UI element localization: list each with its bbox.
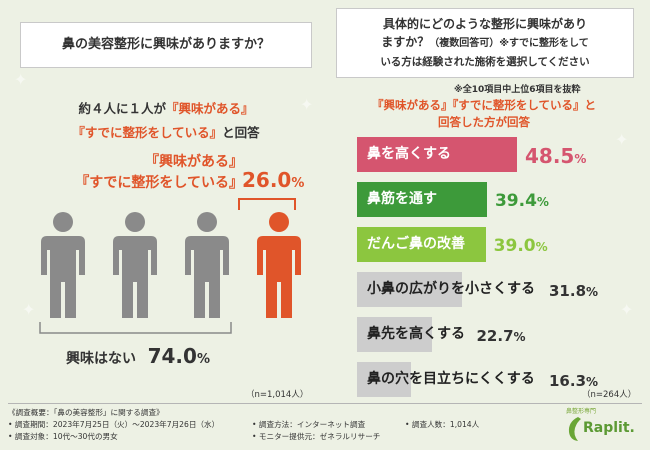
footer-monitor: • モニター提供元：ゼネラルリサーチ	[252, 432, 381, 441]
person-icon	[185, 212, 229, 318]
bar-value-label: 31.8%	[549, 282, 599, 300]
no-interest-value: 74.0	[147, 344, 197, 368]
footer-overview: 《調査概要：「鼻の美容整形」に関する調査》	[8, 408, 164, 417]
left-summary: 約４人に１人が『興味がある』 『すでに整形をしている』と回答	[20, 97, 312, 145]
footer-target: • 調査対象：10代〜30代の男女	[8, 432, 118, 441]
person-highlight-icon	[257, 212, 301, 318]
highlight-bracket	[238, 198, 296, 210]
bar-value-label: 22.7%	[476, 327, 526, 345]
bar	[357, 317, 432, 352]
footer-period: • 調査期間：2023年7月25日（火）〜2023年7月26日（水）	[8, 420, 220, 429]
highlight-value: 26.0%	[242, 168, 304, 192]
logo-leaf-icon	[568, 417, 581, 441]
right-question-line3: いる方は経験された施術を選択してください	[380, 56, 590, 68]
sparkle-icon: ✦	[14, 70, 28, 89]
right-question-line1: 具体的にどのような整形に興味があり	[382, 17, 587, 31]
right-note: ※全10項目中上位6項目を抜粋	[454, 85, 581, 95]
sparkle-icon: ✦	[300, 95, 314, 114]
left-n-note: （n=1,014人）	[246, 390, 309, 400]
summary-quote-already: 『すでに整形をしている』	[72, 125, 223, 140]
bar	[357, 182, 487, 217]
summary-quote-interest: 『興味がある』	[166, 101, 254, 116]
bar	[357, 227, 486, 262]
logo-tagline: 鼻整形専門	[566, 408, 597, 415]
bar-category-label: 鼻筋を通す	[367, 191, 437, 207]
no-interest-bracket	[39, 322, 232, 334]
logo-name: Raplit.	[583, 420, 635, 436]
summary-suffix: と回答	[222, 125, 260, 140]
sparkle-icon: ✦	[615, 130, 629, 149]
right-question-line2-small: （複数回答可）※すでに整形をして	[429, 38, 589, 49]
right-subtitle: 『興味がある』『すでに整形をしている』と 回答した方が回答	[336, 97, 632, 131]
no-interest: 興味はない 74.0%	[66, 344, 210, 368]
bar	[357, 137, 517, 172]
no-interest-unit: %	[196, 352, 210, 367]
highlight-label: 『興味がある』 『すでに整形をしている』	[48, 152, 243, 194]
bar-category-label: 小鼻の広がりを小さくする	[367, 281, 535, 297]
right-subtitle-line1: 『興味がある』『すでに整形をしている』と	[371, 98, 597, 112]
bar-category-label: 鼻を高くする	[367, 146, 451, 162]
bar	[357, 362, 411, 397]
people-pictogram	[40, 212, 310, 322]
bar-category-label: だんご鼻の改善	[367, 236, 465, 252]
bar-category-label: 鼻先を高くする	[367, 326, 465, 342]
footer-method: • 調査方法：インターネット調査	[252, 420, 366, 429]
sparkle-icon: ✦	[22, 300, 36, 319]
no-interest-label: 興味はない	[66, 351, 136, 367]
bar-value-label: 48.5%	[525, 144, 587, 168]
footer-divider	[8, 403, 642, 404]
right-question-box: 具体的にどのような整形に興味があり ますか？（複数回答可）※すでに整形をして い…	[336, 8, 634, 78]
sparkle-icon: ✦	[620, 300, 634, 319]
person-icon	[113, 212, 157, 318]
highlight-value-unit: %	[291, 176, 305, 191]
left-question: 鼻の美容整形に興味がありますか？	[61, 36, 270, 52]
right-n-note: （n=264人）	[582, 390, 637, 400]
highlight-value-number: 26.0	[242, 168, 292, 192]
bar	[357, 272, 462, 307]
raplit-logo: 鼻整形専門 Raplit.	[566, 406, 646, 446]
right-question-line2: ますか？	[381, 35, 430, 49]
summary-prefix: 約４人に１人が	[78, 101, 166, 116]
bar-category-label: 鼻の穴を目立ちにくくする	[367, 371, 535, 387]
left-question-box: 鼻の美容整形に興味がありますか？	[20, 22, 312, 68]
bar-value-label: 39.0%	[493, 236, 548, 256]
highlight-line2: 『すでに整形をしている』	[75, 175, 243, 191]
person-icon	[41, 212, 85, 318]
bar-value-label: 39.4%	[494, 191, 549, 211]
footer-count: • 調査人数：1,014人	[405, 420, 480, 429]
right-subtitle-line2: 回答した方が回答	[438, 115, 530, 129]
highlight-line1: 『興味がある』	[145, 154, 243, 170]
